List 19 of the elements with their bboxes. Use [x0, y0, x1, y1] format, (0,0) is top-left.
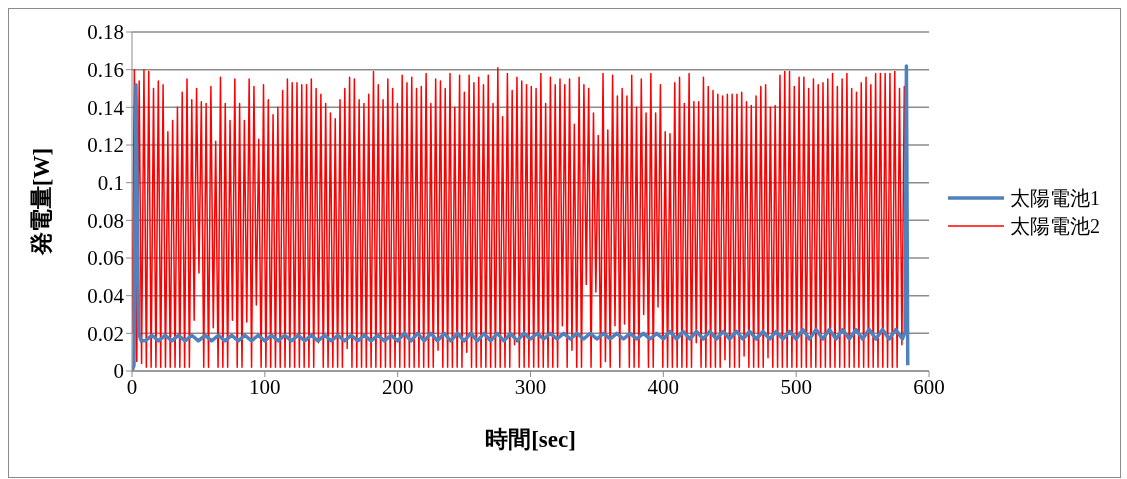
y-tick-label: 0.02 [87, 321, 124, 346]
x-tick-label: 600 [913, 374, 945, 399]
y-tick-label: 0.18 [87, 20, 124, 45]
y-axis-title: 発電量[W] [29, 147, 55, 257]
y-tick-label: 0.14 [87, 95, 125, 120]
x-tick-label: 100 [249, 374, 281, 399]
x-tick-label: 400 [647, 374, 680, 399]
x-axis-title: 時間[sec] [485, 427, 576, 452]
x-tick-label: 300 [514, 374, 547, 399]
y-tick-label: 0.1 [97, 171, 124, 196]
legend-label: 太陽電池1 [1010, 186, 1100, 211]
x-tick-label: 500 [780, 374, 812, 399]
y-tick-label: 0.12 [87, 133, 124, 158]
y-tick-label: 0.04 [87, 284, 125, 309]
legend-label: 太陽電池2 [1010, 214, 1100, 239]
x-tick-label: 200 [381, 374, 414, 399]
y-tick-label: 0.08 [87, 208, 124, 233]
y-tick-label: 0.06 [87, 246, 124, 271]
y-tick-label: 0.16 [87, 58, 124, 83]
